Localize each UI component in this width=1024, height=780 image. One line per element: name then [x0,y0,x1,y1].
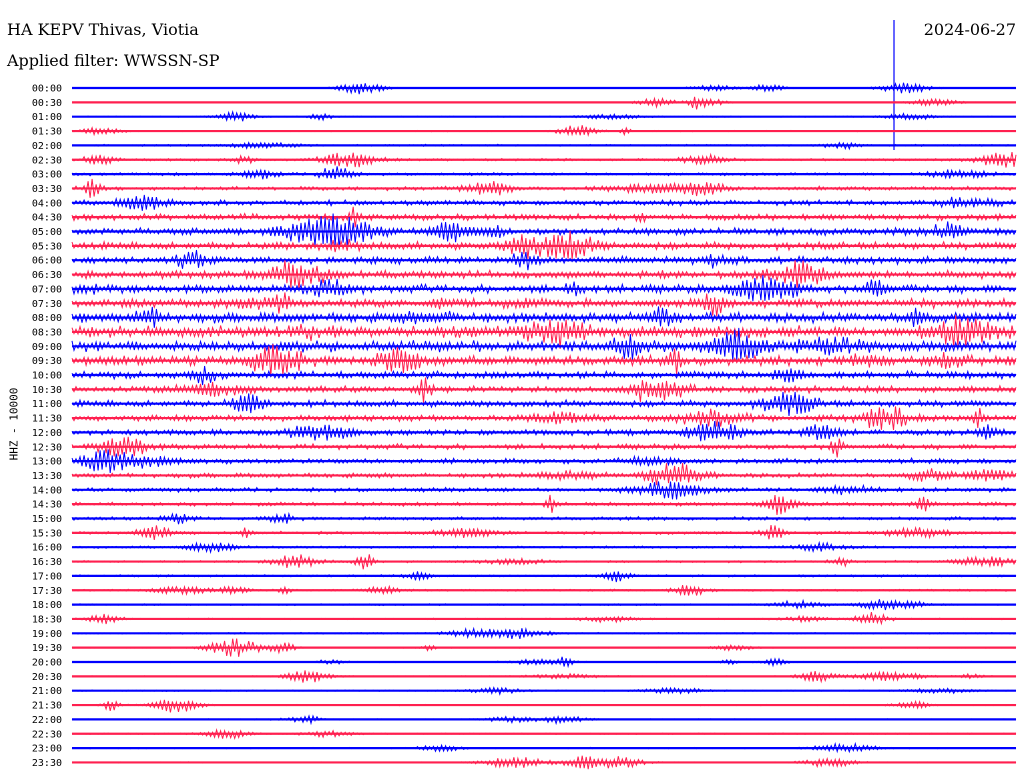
time-tick-label: 18:30 [32,614,62,625]
time-tick-label: 05:30 [32,241,62,252]
time-tick-label: 07:30 [32,299,62,310]
time-tick-label: 01:30 [32,127,62,138]
time-tick-label: 03:00 [32,170,62,181]
trace-row-1130 [71,406,1017,431]
time-tick-label: 15:30 [32,528,62,539]
time-tick-label: 11:00 [32,399,62,410]
time-tick-label: 08:30 [32,327,62,338]
time-tick-label: 21:30 [32,701,62,712]
time-tick-label: 11:30 [32,414,62,425]
time-tick-label: 12:30 [32,442,62,453]
time-tick-label: 05:00 [32,227,62,238]
time-tick-label: 08:00 [32,313,62,324]
time-tick-label: 09:00 [32,342,62,353]
time-tick-label: 03:30 [32,184,62,195]
time-tick-label: 16:00 [32,543,62,554]
time-tick-label: 23:30 [32,758,62,769]
time-tick-label: 17:00 [32,571,62,582]
time-tick-label: 18:00 [32,600,62,611]
time-tick-label: 06:30 [32,270,62,281]
time-tick-label: 14:00 [32,485,62,496]
time-tick-label: 22:00 [32,715,62,726]
trace-row-0800 [71,306,1017,328]
filter-label: Applied filter: WWSSN-SP [7,51,220,70]
date-label: 2024-06-27 [923,20,1016,39]
time-tick-label: 04:00 [32,198,62,209]
trace-row-0430 [71,206,1017,228]
time-tick-label: 20:30 [32,672,62,683]
time-tick-label: 02:00 [32,141,62,152]
time-tick-label: 16:30 [32,557,62,568]
trace-row-1200 [71,421,1017,442]
time-tick-label: 09:30 [32,356,62,367]
time-tick-label: 12:00 [32,428,62,439]
time-tick-label: 04:30 [32,213,62,224]
time-tick-label: 10:00 [32,371,62,382]
time-tick-label: 14:30 [32,500,62,511]
station-title: HA KEPV Thivas, Viotia [7,20,199,39]
time-tick-label: 17:30 [32,586,62,597]
time-tick-label: 15:00 [32,514,62,525]
time-tick-label: 23:00 [32,744,62,755]
time-tick-label: 21:00 [32,686,62,697]
time-tick-label: 02:30 [32,155,62,166]
time-tick-label: 06:00 [32,256,62,267]
time-tick-label: 07:00 [32,284,62,295]
time-tick-label: 10:30 [32,385,62,396]
time-tick-label: 00:00 [32,84,62,95]
trace-row-0300 [71,166,1017,180]
time-tick-label: 20:00 [32,658,62,669]
trace-row-0900 [71,327,1017,361]
trace-row-1330 [71,462,1017,486]
time-tick-label: 22:30 [32,729,62,740]
time-tick-label: 00:30 [32,98,62,109]
time-tick-label: 01:00 [32,112,62,123]
time-tick-label: 19:00 [32,629,62,640]
time-tick-label: 13:30 [32,471,62,482]
time-tick-label: 19:30 [32,643,62,654]
time-tick-label: 13:00 [32,457,62,468]
